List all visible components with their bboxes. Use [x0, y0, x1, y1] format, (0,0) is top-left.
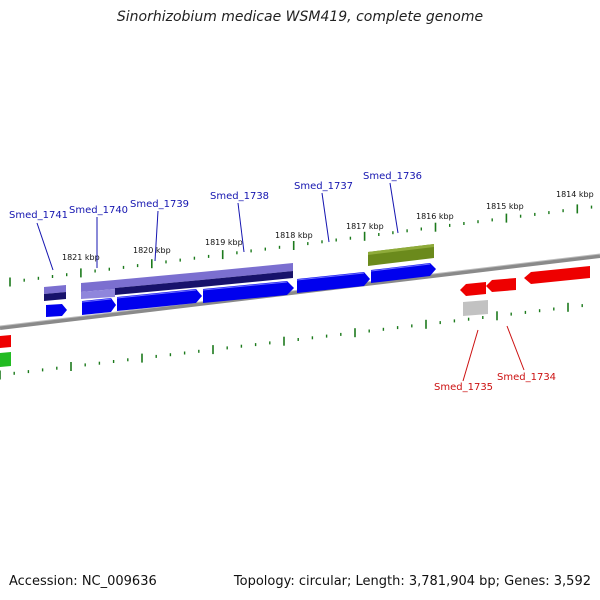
map-title: Sinorhizobium medicae WSM419, complete g… — [116, 9, 484, 25]
gene-label-smed-1740[interactable]: Smed_1740 — [69, 205, 128, 216]
leader-smed-1737 — [321, 192, 330, 243]
gene-arrow-reverse-a[interactable] — [460, 282, 486, 296]
tick-label-1816: 1816 kbp — [416, 212, 454, 221]
leader-smed-1739 — [154, 210, 159, 262]
gene-arrow-left-edge-green[interactable] — [0, 352, 11, 367]
feature-smed-1736-light — [368, 244, 434, 255]
feature-track — [44, 244, 434, 301]
gene-label-smed-1734[interactable]: Smed_1734 — [497, 372, 556, 383]
feature-smed-1740-dark — [81, 289, 115, 299]
feature-smed-1738[interactable] — [201, 263, 293, 280]
gene-arrow-smed-1737[interactable] — [297, 272, 370, 293]
gene-label-smed-1736[interactable]: Smed_1736 — [363, 171, 422, 182]
gene-arrow-highlight — [370, 263, 431, 272]
feature-smed-1739-dark — [115, 280, 201, 295]
tick-label-1821: 1821 kbp — [62, 253, 100, 262]
label-leaders — [36, 182, 525, 382]
tick-label-1817: 1817 kbp — [346, 222, 384, 231]
feature-smed-1740[interactable] — [81, 280, 115, 292]
gene-arrow-smed-1740[interactable] — [82, 298, 116, 315]
inner-dotted-ring — [0, 302, 583, 380]
gene-arrow-highlight — [116, 289, 197, 299]
tick-label-1814: 1814 kbp — [556, 190, 594, 199]
forward-genes — [46, 263, 436, 317]
feature-smed-1741[interactable] — [44, 285, 66, 294]
tick-label-1815: 1815 kbp — [486, 202, 524, 211]
gene-arrow-highlight — [81, 298, 112, 303]
gene-label-smed-1741[interactable]: Smed_1741 — [9, 210, 68, 221]
feature-smed-1739[interactable] — [115, 272, 201, 288]
gene-arrow-highlight — [202, 281, 288, 291]
outer-dotted-ring — [9, 204, 593, 287]
gene-arrow-smed-1736[interactable] — [371, 263, 436, 283]
gene-arrow-left-edge-red[interactable] — [0, 335, 11, 348]
gene-feature-grey[interactable] — [463, 300, 488, 316]
gene-arrow-smed-1734[interactable] — [524, 266, 590, 284]
feature-smed-1741-dark — [44, 292, 66, 301]
gene-arrow-smed-1741[interactable] — [46, 304, 67, 317]
gene-label-smed-1739[interactable]: Smed_1739 — [130, 199, 189, 210]
gene-label-smed-1735[interactable]: Smed_1735 — [434, 382, 493, 393]
gene-arrow-smed-1739[interactable] — [117, 289, 202, 311]
genome-summary: Topology: circular; Length: 3,781,904 bp… — [233, 574, 591, 589]
gene-arrow-smed-1735[interactable] — [486, 278, 516, 292]
reverse-genes — [0, 266, 590, 367]
tick-label-1820: 1820 kbp — [133, 246, 171, 255]
leader-smed-1741 — [36, 222, 54, 271]
gene-labels: Smed_1741 Smed_1740 Smed_1739 Smed_1738 … — [9, 171, 556, 393]
gene-label-smed-1737[interactable]: Smed_1737 — [294, 181, 353, 192]
leader-smed-1735 — [462, 329, 479, 382]
gene-arrow-highlight — [296, 272, 365, 281]
feature-smed-1738-dark — [201, 271, 293, 287]
feature-smed-1736[interactable] — [368, 244, 434, 266]
gene-label-smed-1738[interactable]: Smed_1738 — [210, 191, 269, 202]
leader-smed-1736 — [389, 182, 399, 234]
leader-smed-1734 — [506, 325, 525, 371]
tick-label-1818: 1818 kbp — [275, 231, 313, 240]
gene-arrow-smed-1738[interactable] — [203, 281, 294, 303]
tick-label-1819: 1819 kbp — [205, 238, 243, 247]
kbp-labels: 1821 kbp 1820 kbp 1819 kbp 1818 kbp 1817… — [62, 190, 594, 262]
accession-label: Accession: NC_009636 — [9, 574, 157, 589]
leader-smed-1738 — [237, 202, 245, 253]
